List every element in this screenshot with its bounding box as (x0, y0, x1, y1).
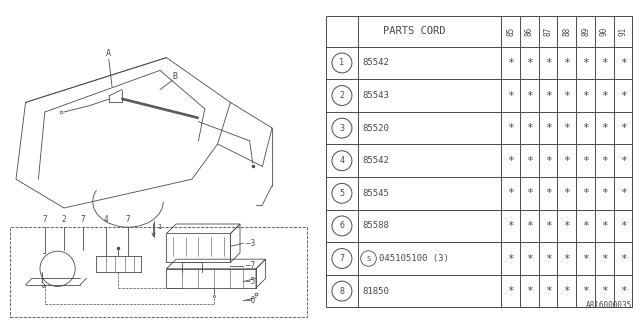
Text: *: * (601, 58, 607, 68)
Text: 1: 1 (339, 59, 344, 68)
Text: B: B (173, 72, 178, 81)
Text: *: * (508, 123, 514, 133)
Text: 86: 86 (525, 27, 534, 36)
Text: 6: 6 (339, 221, 344, 230)
Text: *: * (526, 253, 532, 263)
Text: A816000035: A816000035 (586, 301, 632, 310)
Text: *: * (582, 91, 589, 100)
Text: *: * (508, 58, 514, 68)
Text: *: * (620, 286, 627, 296)
Text: *: * (563, 156, 570, 166)
Text: PARTS CORD: PARTS CORD (383, 26, 445, 36)
Text: *: * (545, 58, 552, 68)
Text: *: * (508, 253, 514, 263)
Text: *: * (508, 91, 514, 100)
Text: *: * (582, 286, 589, 296)
Text: *: * (620, 91, 627, 100)
Text: *: * (582, 188, 589, 198)
Text: *: * (620, 253, 627, 263)
Text: *: * (508, 221, 514, 231)
Text: *: * (526, 188, 532, 198)
Text: *: * (563, 221, 570, 231)
Text: 87: 87 (543, 27, 552, 36)
Text: *: * (601, 91, 607, 100)
Text: *: * (601, 156, 607, 166)
Text: *: * (601, 286, 607, 296)
Text: 85545: 85545 (362, 189, 389, 198)
Bar (10, 227, 307, 317)
Text: 1: 1 (157, 224, 161, 230)
Text: *: * (526, 123, 532, 133)
Text: 91: 91 (618, 27, 628, 36)
Text: —7: —7 (246, 261, 255, 270)
Text: *: * (620, 221, 627, 231)
Text: *: * (563, 253, 570, 263)
Text: *: * (601, 123, 607, 133)
Text: *: * (526, 286, 532, 296)
Text: *: * (508, 286, 514, 296)
Text: *: * (563, 58, 570, 68)
Text: *: * (582, 58, 589, 68)
Text: *: * (526, 221, 532, 231)
Text: 88: 88 (563, 27, 572, 36)
Text: *: * (563, 286, 570, 296)
Text: *: * (582, 156, 589, 166)
Text: *: * (620, 58, 627, 68)
Text: 8: 8 (339, 287, 344, 296)
Text: 85542: 85542 (362, 156, 389, 165)
Text: 2: 2 (339, 91, 344, 100)
Text: *: * (545, 286, 552, 296)
Text: S: S (366, 255, 371, 261)
Text: 4: 4 (103, 215, 108, 224)
Text: *: * (563, 188, 570, 198)
Text: 3: 3 (339, 124, 344, 132)
Text: *: * (601, 253, 607, 263)
Text: 7: 7 (125, 215, 131, 224)
Text: *: * (508, 156, 514, 166)
Text: *: * (620, 188, 627, 198)
Text: *: * (526, 156, 532, 166)
Text: *: * (582, 221, 589, 231)
Text: *: * (563, 123, 570, 133)
Text: *: * (545, 156, 552, 166)
Text: *: * (582, 123, 589, 133)
Text: *: * (545, 91, 552, 100)
Text: 7: 7 (81, 215, 86, 224)
Text: 7: 7 (42, 215, 47, 224)
Text: *: * (526, 91, 532, 100)
Text: 85542: 85542 (362, 59, 389, 68)
Text: A: A (106, 49, 111, 58)
Text: —3: —3 (246, 239, 255, 248)
Text: 2: 2 (61, 215, 67, 224)
Text: *: * (582, 253, 589, 263)
Text: 5: 5 (339, 189, 344, 198)
Text: *: * (620, 156, 627, 166)
Text: 81850: 81850 (362, 287, 389, 296)
Text: *: * (545, 123, 552, 133)
Text: 85543: 85543 (362, 91, 389, 100)
Text: *: * (526, 58, 532, 68)
Text: *: * (601, 221, 607, 231)
Text: 7: 7 (339, 254, 344, 263)
Text: *: * (508, 188, 514, 198)
Text: —5: —5 (246, 277, 255, 286)
Text: *: * (601, 188, 607, 198)
Text: *: * (545, 253, 552, 263)
Text: 045105100 (3): 045105100 (3) (380, 254, 449, 263)
Text: *: * (545, 188, 552, 198)
Text: 4: 4 (339, 156, 344, 165)
Text: —6: —6 (246, 296, 255, 305)
Text: *: * (620, 123, 627, 133)
Text: *: * (545, 221, 552, 231)
Text: 85520: 85520 (362, 124, 389, 132)
Text: *: * (563, 91, 570, 100)
Text: 89: 89 (581, 27, 590, 36)
Text: 85: 85 (506, 27, 515, 36)
Text: 85588: 85588 (362, 221, 389, 230)
Text: 90: 90 (600, 27, 609, 36)
